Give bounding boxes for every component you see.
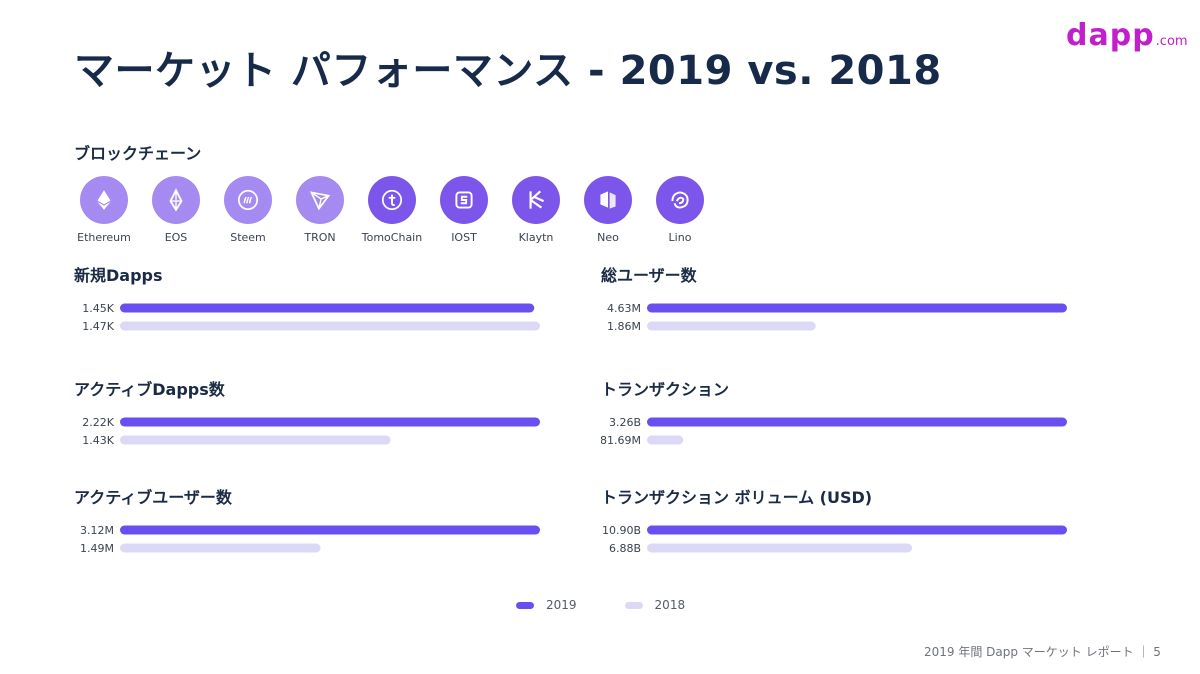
bar-2019	[647, 525, 1067, 535]
bar-value-label: 1.47K	[82, 320, 114, 333]
legend-label-2018: 2018	[654, 598, 686, 612]
page-footer: 2019 年間 Dapp マーケット レポート ｜ 5	[924, 645, 1161, 659]
chain-klaytn: Klaytn	[500, 176, 572, 244]
bar-2018	[647, 435, 684, 445]
chart-active-users: アクティブユーザー数 3.12M 1.49M	[74, 484, 574, 574]
page-title: マーケット パフォーマンス - 2019 vs. 2018	[74, 48, 942, 94]
bar-value-label: 1.49M	[80, 542, 114, 555]
blockchain-list: Ethereum EOS Steem TRON TomoChain IOST Klaytn N…	[68, 176, 716, 244]
chain-name: Ethereum	[77, 231, 131, 244]
chain-name: Neo	[597, 231, 619, 244]
legend-swatch-2019	[516, 601, 534, 609]
bar-2019	[120, 417, 540, 427]
bar-value-label: 6.88B	[609, 542, 641, 555]
bar-chart: 3.12M 1.49M	[80, 524, 540, 555]
iost-icon	[440, 176, 488, 224]
dapp-logo: dapp .com	[1066, 18, 1188, 53]
chain-steem: Steem	[212, 176, 284, 244]
bar-value-label: 10.90B	[602, 524, 641, 537]
chain-name: TRON	[304, 231, 336, 244]
lino-icon	[656, 176, 704, 224]
tomochain-icon	[368, 176, 416, 224]
bar-2018	[120, 435, 391, 445]
bar-chart: 2.22K 1.43K	[82, 416, 540, 447]
legend-swatch-2018	[624, 601, 643, 609]
bar-2018	[647, 321, 816, 331]
chain-name: EOS	[164, 231, 188, 244]
bar-value-label: 1.43K	[82, 434, 114, 447]
chart-title: 総ユーザー数	[601, 266, 697, 285]
chain-name: Klaytn	[518, 231, 554, 244]
chart-title: アクティブDapps数	[74, 380, 225, 399]
bar-2018	[120, 321, 540, 331]
legend-item-2018: 2018	[624, 598, 686, 612]
bar-chart: 4.63M 1.86M	[607, 302, 1067, 333]
chain-name: Steem	[230, 231, 266, 244]
bar-chart: 1.45K 1.47K	[82, 302, 540, 333]
bar-value-label: 4.63M	[607, 302, 641, 315]
logo-wordmark: dapp	[1066, 18, 1155, 53]
bar-chart: 3.26B 281.69M	[601, 416, 1067, 447]
bar-2019	[120, 303, 535, 313]
bar-value-label: 1.45K	[82, 302, 114, 315]
legend-item-2019: 2019	[516, 598, 577, 612]
chain-neo: Neo	[572, 176, 644, 244]
chart-title: トランザクション	[601, 380, 730, 399]
bar-2019	[120, 525, 540, 535]
bar-value-label: 2.22K	[82, 416, 114, 429]
chart-active-dapps: アクティブDapps数 2.22K 1.43K	[74, 376, 574, 466]
chain-lino: Lino	[644, 176, 716, 244]
chain-name: Lino	[668, 231, 692, 244]
chart-title: トランザクション ボリューム (USD)	[601, 488, 873, 507]
ethereum-icon	[80, 176, 128, 224]
chart-title: アクティブユーザー数	[74, 488, 232, 507]
chart-title: 新規Dapps	[74, 266, 163, 285]
blockchain-section-label: ブロックチェーン	[74, 144, 202, 163]
logo-domain: .com	[1155, 34, 1188, 49]
chart-total-users: 総ユーザー数 4.63M 1.86M	[601, 262, 1101, 352]
bar-value-label: 3.26B	[609, 416, 641, 429]
steem-icon	[224, 176, 272, 224]
neo-icon	[584, 176, 632, 224]
chart-legend: 2019 2018	[516, 598, 733, 612]
chain-tron: TRON	[284, 176, 356, 244]
tron-icon	[296, 176, 344, 224]
chain-name: TomoChain	[361, 231, 423, 244]
chain-eos: EOS	[140, 176, 212, 244]
bar-value-label: 3.12M	[80, 524, 114, 537]
bar-2018	[120, 543, 321, 553]
chain-ethereum: Ethereum	[68, 176, 140, 244]
chain-iost: IOST	[428, 176, 500, 244]
klaytn-icon	[512, 176, 560, 224]
eos-icon	[152, 176, 200, 224]
bar-2018	[647, 543, 913, 553]
bar-2019	[647, 303, 1067, 313]
chart-new-dapps: 新規Dapps 1.45K 1.47K	[74, 262, 574, 352]
chain-name: IOST	[451, 231, 477, 244]
chart-transactions: トランザクション 3.26B 281.69M	[601, 376, 1101, 466]
bar-value-label: 281.69M	[601, 434, 641, 447]
chain-tomochain: TomoChain	[356, 176, 428, 244]
bar-chart: 10.90B 6.88B	[602, 524, 1067, 555]
bar-2019	[647, 417, 1067, 427]
chart-transaction-volume: トランザクション ボリューム (USD) 10.90B 6.88B	[601, 484, 1101, 574]
legend-label-2019: 2019	[546, 598, 577, 612]
bar-value-label: 1.86M	[607, 320, 641, 333]
